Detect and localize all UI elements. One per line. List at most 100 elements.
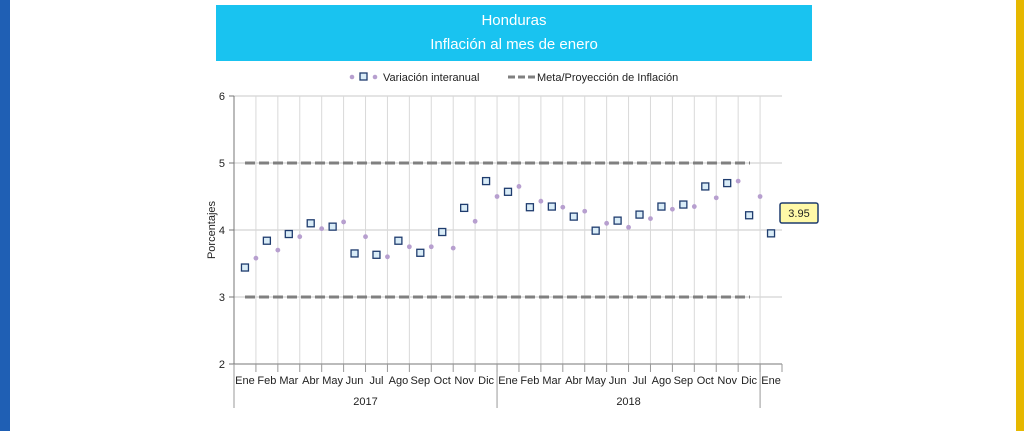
series-dot (275, 247, 281, 253)
data-point-marker (262, 236, 272, 245)
data-point-marker (569, 212, 578, 221)
y-tick-label-6: 6 (219, 91, 225, 103)
x-tick-label: Mar (542, 375, 561, 387)
data-point-marker (416, 248, 425, 257)
callout-label: 3.95 (788, 208, 809, 220)
data-point-marker (394, 236, 403, 245)
data-point-marker (438, 227, 447, 237)
series-dot (472, 218, 478, 224)
x-tick-label: Ago (389, 375, 409, 387)
x-tick-label: Ene (498, 375, 518, 387)
y-tick-label-4: 4 (219, 225, 225, 237)
value-callout: 3.95 (779, 202, 819, 224)
series-dot (297, 234, 303, 240)
data-point-marker (481, 176, 491, 186)
data-point-marker (350, 249, 359, 258)
data-point-marker (460, 203, 469, 213)
gridlines (234, 95, 782, 365)
data-point-marker (679, 200, 688, 209)
x-tick-label: Abr (302, 375, 319, 387)
series-dot (757, 194, 763, 199)
series-dot (516, 184, 522, 189)
x-tick-label: Oct (697, 375, 714, 387)
legend-marker (359, 72, 368, 81)
data-point-marker (306, 219, 315, 228)
x-tick-label: Sep (411, 375, 431, 387)
data-point-marker (372, 250, 381, 259)
data-point-marker (503, 187, 513, 196)
data-point-marker (744, 211, 754, 220)
x-tick-label: Sep (674, 375, 694, 387)
x-tick-label: Nov (454, 375, 474, 387)
series-dot (450, 245, 456, 251)
callout-box (779, 202, 819, 224)
x-tick-label: Ene (761, 375, 781, 387)
legend: Variación interanual Meta/Proyección de … (349, 72, 678, 84)
series-dot (626, 224, 631, 230)
series-dot (604, 220, 610, 226)
data-point-marker (240, 263, 250, 272)
chart-country: Honduras (481, 12, 547, 29)
x-tick-label: Jun (609, 375, 627, 387)
legend-dot-right (372, 74, 378, 80)
series-dot (363, 234, 368, 240)
data-point-marker (723, 178, 732, 188)
target-lines (245, 161, 750, 299)
x-tick-label: Jun (346, 375, 364, 387)
series-markers (240, 176, 776, 272)
y-tick-label-5: 5 (219, 158, 225, 170)
data-point-marker (547, 202, 556, 211)
series-dot (494, 194, 500, 199)
x-tick-label: Jul (632, 375, 646, 387)
series-dot (560, 204, 566, 210)
data-point-marker (284, 229, 293, 239)
series-dot (406, 244, 412, 250)
y-tick-label-2: 2 (219, 359, 225, 371)
x-tick-label: Nov (717, 375, 737, 387)
series-dot (538, 198, 544, 204)
series-dot (582, 208, 588, 214)
x-tick-label: Dic (478, 375, 494, 387)
chart-title: Inflación al mes de enero (430, 36, 598, 53)
series-dot (648, 216, 653, 222)
data-point-marker (766, 229, 776, 238)
x-tick-label: May (585, 375, 606, 387)
series-dot (253, 255, 259, 261)
y-tick-label-3: 3 (219, 292, 225, 304)
series-dot (735, 178, 741, 184)
x-tick-label: Feb (257, 375, 276, 387)
right-edge-strip (1016, 0, 1024, 431)
x-tick-label: May (322, 375, 343, 387)
data-point-marker (591, 226, 600, 235)
x-tick-label: Abr (565, 375, 582, 387)
left-edge-strip (0, 0, 10, 431)
x-tick-label: Jul (369, 375, 383, 387)
series-dot (670, 206, 675, 212)
year-label-2017: 2017 (353, 396, 377, 408)
x-tick-label: Ago (652, 375, 672, 387)
y-axis-label: Porcentajes (206, 200, 218, 259)
legend-dot-left (349, 74, 355, 80)
data-point-marker (613, 216, 622, 225)
x-tick-label: Oct (434, 375, 451, 387)
series-dot (428, 244, 434, 250)
series-dot (385, 254, 390, 260)
series-dot (341, 219, 346, 225)
series-dot (691, 204, 697, 209)
x-tick-label: Mar (279, 375, 298, 387)
data-point-marker (328, 222, 337, 231)
x-tick-label: Ene (235, 375, 255, 387)
data-point-marker (525, 203, 535, 212)
data-point-marker (701, 182, 710, 191)
data-point-marker (657, 202, 666, 211)
series-dot (713, 195, 719, 201)
series-dot (319, 226, 325, 232)
chart-header-banner: Honduras Inflación al mes de enero (216, 5, 812, 61)
data-point-marker (635, 210, 644, 219)
year-label-2018: 2018 (616, 396, 640, 408)
x-tick-label: Feb (520, 375, 539, 387)
x-tick-label: Dic (741, 375, 757, 387)
legend-label-series2: Meta/Proyección de Inflación (537, 72, 678, 84)
